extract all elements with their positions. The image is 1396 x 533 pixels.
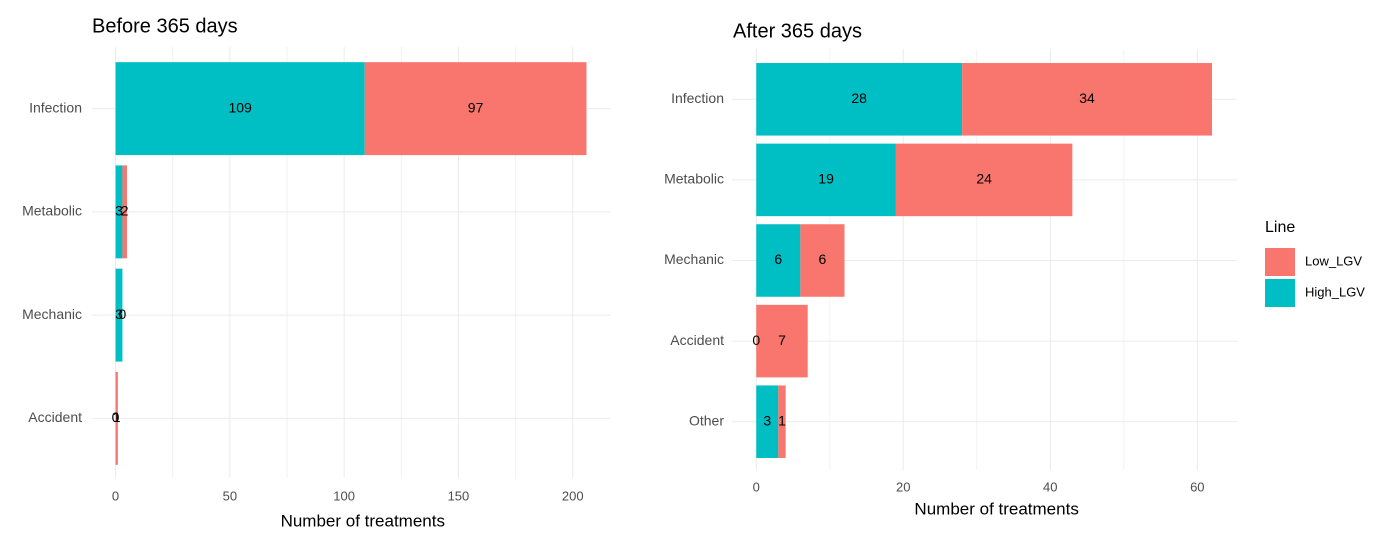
data-label: 6 [819, 251, 827, 267]
bar-segment [115, 62, 365, 156]
y-tick-label: Accident [28, 409, 82, 425]
data-label: 3 [763, 412, 771, 428]
data-label: 3 [115, 203, 123, 219]
y-tick-label: Metabolic [22, 203, 82, 219]
x-tick-label: 100 [333, 488, 355, 503]
bar-segment [122, 165, 127, 259]
x-axis-title: Number of treatments [281, 511, 445, 530]
bar-segment [756, 63, 963, 136]
data-label: 109 [228, 99, 252, 115]
x-tick-label: 20 [896, 479, 910, 494]
bar-segment [756, 385, 779, 458]
data-label: 7 [778, 332, 786, 348]
bar-segment [756, 304, 808, 378]
bar-segment [778, 385, 786, 458]
chart-title: After 365 days [733, 20, 862, 42]
data-label: 0 [752, 332, 760, 348]
x-tick-label: 50 [223, 488, 237, 503]
bar-segment [756, 143, 896, 217]
bar-segment [895, 143, 1073, 217]
x-tick-label: 40 [1043, 479, 1057, 494]
legend-title: Line [1265, 219, 1295, 236]
legend-label: High_LGV [1305, 284, 1365, 299]
data-label: 0 [119, 306, 127, 322]
x-tick-label: 150 [448, 488, 470, 503]
legend-label: Low_LGV [1305, 253, 1362, 268]
data-label: 1 [778, 412, 786, 428]
bar-segment [115, 371, 118, 465]
x-tick-label: 200 [562, 488, 584, 503]
data-label: 24 [976, 171, 992, 187]
bar-segment [115, 268, 123, 362]
data-label: 0 [112, 409, 120, 425]
bar-segment [756, 224, 801, 297]
data-label: 6 [774, 251, 782, 267]
y-tick-label: Infection [29, 99, 82, 115]
bar-segment [364, 62, 587, 156]
data-label: 1 [113, 409, 121, 425]
data-label: 28 [851, 90, 867, 106]
y-tick-label: Mechanic [664, 251, 724, 267]
y-tick-label: Other [689, 412, 724, 428]
y-tick-label: Mechanic [22, 306, 82, 322]
data-label: 19 [818, 171, 834, 187]
x-tick-label: 0 [753, 479, 760, 494]
data-label: 34 [1079, 90, 1095, 106]
y-tick-label: Accident [670, 332, 724, 348]
x-axis-title: Number of treatments [914, 499, 1078, 518]
data-label: 97 [468, 99, 484, 115]
data-label: 2 [121, 203, 129, 219]
y-tick-label: Infection [671, 90, 724, 106]
x-tick-label: 60 [1190, 479, 1204, 494]
bar-segment [115, 165, 123, 259]
data-label: 3 [115, 306, 123, 322]
chart-title: Before 365 days [92, 15, 238, 37]
y-tick-label: Metabolic [664, 171, 724, 187]
legend-key [1265, 248, 1295, 276]
bar-segment [800, 224, 845, 297]
bar-segment [962, 63, 1213, 136]
x-tick-label: 0 [112, 488, 119, 503]
legend-key [1265, 279, 1295, 307]
